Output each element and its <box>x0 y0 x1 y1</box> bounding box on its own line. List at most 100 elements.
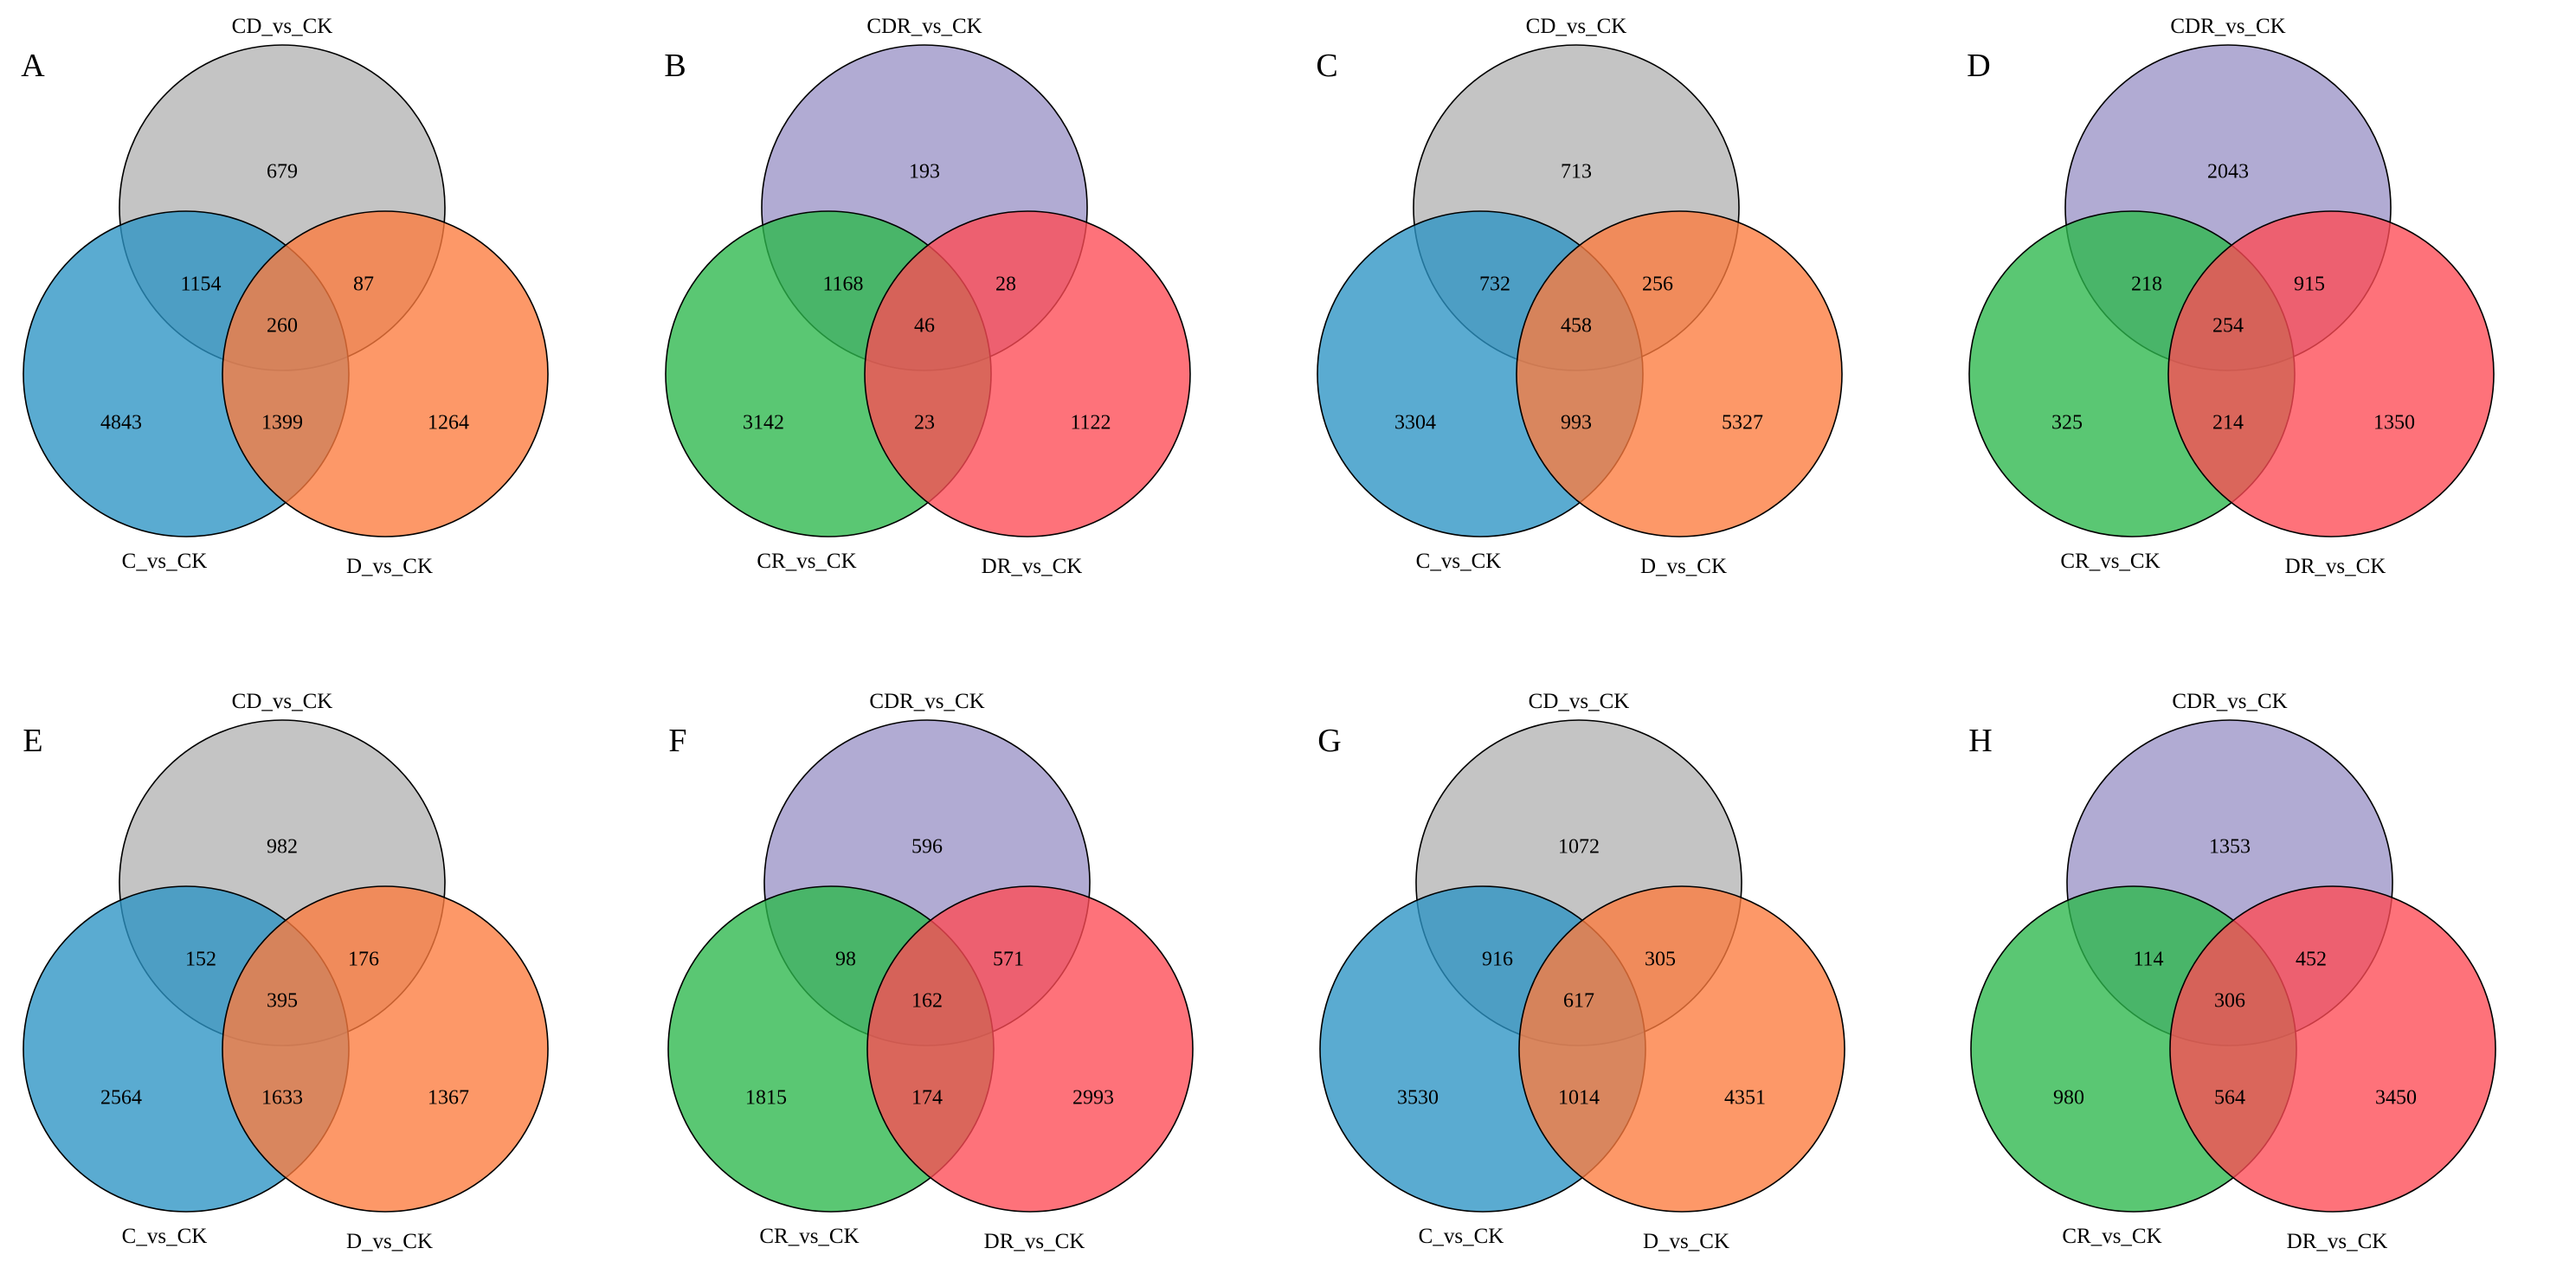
region-count-all: 617 <box>1563 990 1594 1013</box>
region-count-top-left: 916 <box>1482 949 1513 971</box>
region-count-right-only: 2993 <box>1072 1087 1114 1110</box>
region-count-top-right: 571 <box>993 949 1024 971</box>
region-count-top-right: 256 <box>1642 273 1673 296</box>
set-label-left: C_vs_CK <box>122 1225 208 1248</box>
region-count-right-only: 5327 <box>1722 412 1763 434</box>
region-count-top-right: 452 <box>2296 949 2327 971</box>
set-label-left: CR_vs_CK <box>757 550 856 573</box>
panel-label: C <box>1316 48 1337 84</box>
region-count-left-right: 214 <box>2212 412 2244 434</box>
region-count-top-only: 679 <box>267 161 298 183</box>
region-count-all: 46 <box>914 315 935 338</box>
region-count-top-left: 152 <box>185 949 216 971</box>
region-count-top-left: 1168 <box>822 273 863 296</box>
region-count-top-right: 28 <box>995 273 1016 296</box>
set-label-top: CD_vs_CK <box>232 690 333 713</box>
set-label-top: CD_vs_CK <box>1529 690 1630 713</box>
region-count-all: 458 <box>1561 315 1592 338</box>
region-count-left-only: 1815 <box>745 1087 787 1110</box>
set-label-right: DR_vs_CK <box>2287 1230 2388 1253</box>
panel-label: D <box>1967 48 1990 84</box>
region-count-left-right: 1014 <box>1558 1087 1600 1110</box>
region-count-right-only: 1367 <box>428 1087 469 1110</box>
panel-label: B <box>664 48 686 84</box>
region-count-top-only: 193 <box>909 161 940 183</box>
region-count-right-only: 3450 <box>2375 1087 2417 1110</box>
region-count-top-left: 1154 <box>180 273 221 296</box>
set-label-left: C_vs_CK <box>122 550 208 573</box>
region-count-top-only: 982 <box>267 836 298 859</box>
set-label-right: D_vs_CK <box>1640 555 1727 578</box>
set-circle-right <box>2169 885 2496 1213</box>
region-count-all: 395 <box>267 990 298 1013</box>
region-count-top-only: 713 <box>1561 161 1592 183</box>
set-label-right: DR_vs_CK <box>982 555 1083 578</box>
region-count-all: 260 <box>267 315 298 338</box>
set-circle-right <box>2167 210 2495 537</box>
region-count-left-right: 564 <box>2214 1087 2245 1110</box>
region-count-left-right: 174 <box>911 1087 943 1110</box>
set-label-top: CDR_vs_CK <box>2170 15 2285 38</box>
venn-panel-b: B CDR_vs_CK CR_vs_CK DR_vs_CK 193 1168 28 46 314… <box>664 15 1191 578</box>
region-count-top-only: 2043 <box>2207 161 2249 183</box>
venn-panel-e: E CD_vs_CK C_vs_CK D_vs_CK 982 152 176 395 2564 1… <box>23 690 549 1253</box>
set-label-left: CR_vs_CK <box>2060 550 2160 573</box>
venn-panel-f: F CDR_vs_CK CR_vs_CK DR_vs_CK 596 98 571 162 181… <box>667 690 1194 1253</box>
region-count-top-only: 1353 <box>2209 836 2251 859</box>
set-circle-right <box>864 210 1191 537</box>
venn-panel-c: C CD_vs_CK C_vs_CK D_vs_CK 713 732 256 458 3304 9… <box>1316 15 1843 578</box>
region-count-top-left: 218 <box>2131 273 2162 296</box>
region-count-right-only: 4351 <box>1724 1087 1766 1110</box>
region-count-top-right: 87 <box>353 273 374 296</box>
set-label-left: CR_vs_CK <box>2062 1225 2161 1248</box>
set-label-left: C_vs_CK <box>1416 550 1502 573</box>
region-count-top-only: 1072 <box>1558 836 1600 859</box>
set-circle-right <box>1518 885 1845 1213</box>
set-label-right: D_vs_CK <box>346 555 433 578</box>
region-count-left-only: 3530 <box>1397 1087 1439 1110</box>
region-count-top-right: 305 <box>1645 949 1676 971</box>
set-label-right: DR_vs_CK <box>2285 555 2386 578</box>
venn-panel-g: G CD_vs_CK C_vs_CK D_vs_CK 1072 916 305 617 3530… <box>1317 690 1845 1253</box>
region-count-right-only: 1350 <box>2373 412 2415 434</box>
set-circle-right <box>1516 210 1843 537</box>
panel-label: A <box>21 48 45 84</box>
venn-panel-h: H CDR_vs_CK CR_vs_CK DR_vs_CK 1353 114 452 306 9… <box>1968 690 2496 1253</box>
set-label-right: D_vs_CK <box>1643 1230 1729 1253</box>
region-count-left-right: 1633 <box>261 1087 303 1110</box>
region-count-left-only: 2564 <box>100 1087 142 1110</box>
region-count-top-right: 915 <box>2294 273 2325 296</box>
venn-panel-d: D CDR_vs_CK CR_vs_CK DR_vs_CK 2043 218 915 254 3… <box>1967 15 2495 578</box>
region-count-left-right: 993 <box>1561 412 1592 434</box>
region-count-right-only: 1264 <box>428 412 469 434</box>
region-count-top-right: 176 <box>348 949 379 971</box>
set-label-left: C_vs_CK <box>1419 1225 1504 1248</box>
region-count-left-only: 4843 <box>100 412 142 434</box>
set-circle-right <box>222 885 549 1213</box>
region-count-top-left: 98 <box>835 949 856 971</box>
region-count-left-right: 23 <box>914 412 935 434</box>
region-count-left-only: 3142 <box>743 412 784 434</box>
region-count-left-only: 325 <box>2051 412 2083 434</box>
set-label-right: DR_vs_CK <box>984 1230 1085 1253</box>
region-count-top-left: 732 <box>1479 273 1510 296</box>
region-count-all: 254 <box>2212 315 2244 338</box>
region-count-left-only: 980 <box>2053 1087 2084 1110</box>
set-label-top: CDR_vs_CK <box>869 690 984 713</box>
set-label-top: CD_vs_CK <box>232 15 333 38</box>
set-label-left: CR_vs_CK <box>759 1225 859 1248</box>
panel-label: F <box>668 723 686 759</box>
set-label-top: CDR_vs_CK <box>2172 690 2287 713</box>
region-count-left-right: 1399 <box>261 412 303 434</box>
set-circle-right <box>222 210 549 537</box>
panel-label: E <box>23 723 42 759</box>
panel-label: G <box>1317 723 1341 759</box>
set-label-right: D_vs_CK <box>346 1230 433 1253</box>
region-count-left-only: 3304 <box>1394 412 1436 434</box>
set-circle-right <box>866 885 1194 1213</box>
set-label-top: CD_vs_CK <box>1526 15 1627 38</box>
region-count-top-left: 114 <box>2133 949 2163 971</box>
region-count-all: 306 <box>2214 990 2245 1013</box>
set-label-top: CDR_vs_CK <box>866 15 982 38</box>
